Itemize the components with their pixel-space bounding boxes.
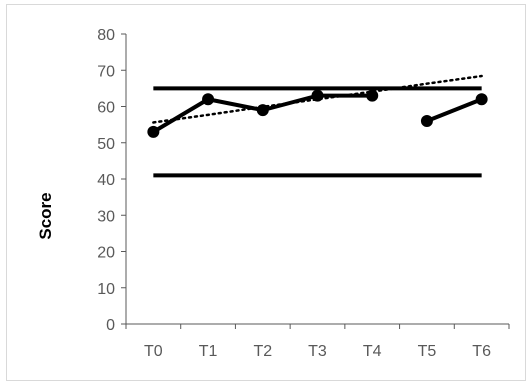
x-tick-label-T2: T2 — [253, 343, 272, 360]
chart-frame — [6, 4, 526, 381]
observed-point-T4 — [366, 89, 379, 102]
x-tick-label-T5: T5 — [418, 343, 437, 360]
observed-point-T3 — [311, 89, 324, 102]
observed-line-segment-2 — [426, 97, 483, 123]
x-tick-label-T1: T1 — [199, 343, 218, 360]
y-tick-label-50: 50 — [97, 136, 115, 153]
x-tick-label-T0: T0 — [144, 343, 163, 360]
y-axis-title: Score — [36, 192, 55, 239]
y-tick-label-40: 40 — [97, 172, 115, 189]
y-tick-label-60: 60 — [97, 100, 115, 117]
x-tick-label-T3: T3 — [308, 343, 327, 360]
x-tick-label-T4: T4 — [363, 343, 382, 360]
y-tick-label-20: 20 — [97, 245, 115, 262]
observed-point-T1 — [202, 93, 215, 106]
observed-point-T5 — [420, 115, 433, 127]
observed-point-T0 — [147, 125, 160, 138]
y-tick-label-10: 10 — [97, 281, 115, 298]
x-tick-label-T6: T6 — [472, 343, 491, 360]
observed-point-T2 — [256, 104, 269, 117]
y-tick-label-80: 80 — [97, 27, 115, 44]
trend-line — [152, 74, 483, 124]
y-tick-label-0: 0 — [106, 317, 115, 334]
y-tick-label-30: 30 — [97, 208, 115, 225]
y-tick-label-70: 70 — [97, 63, 115, 80]
observed-point-T6 — [475, 93, 488, 106]
